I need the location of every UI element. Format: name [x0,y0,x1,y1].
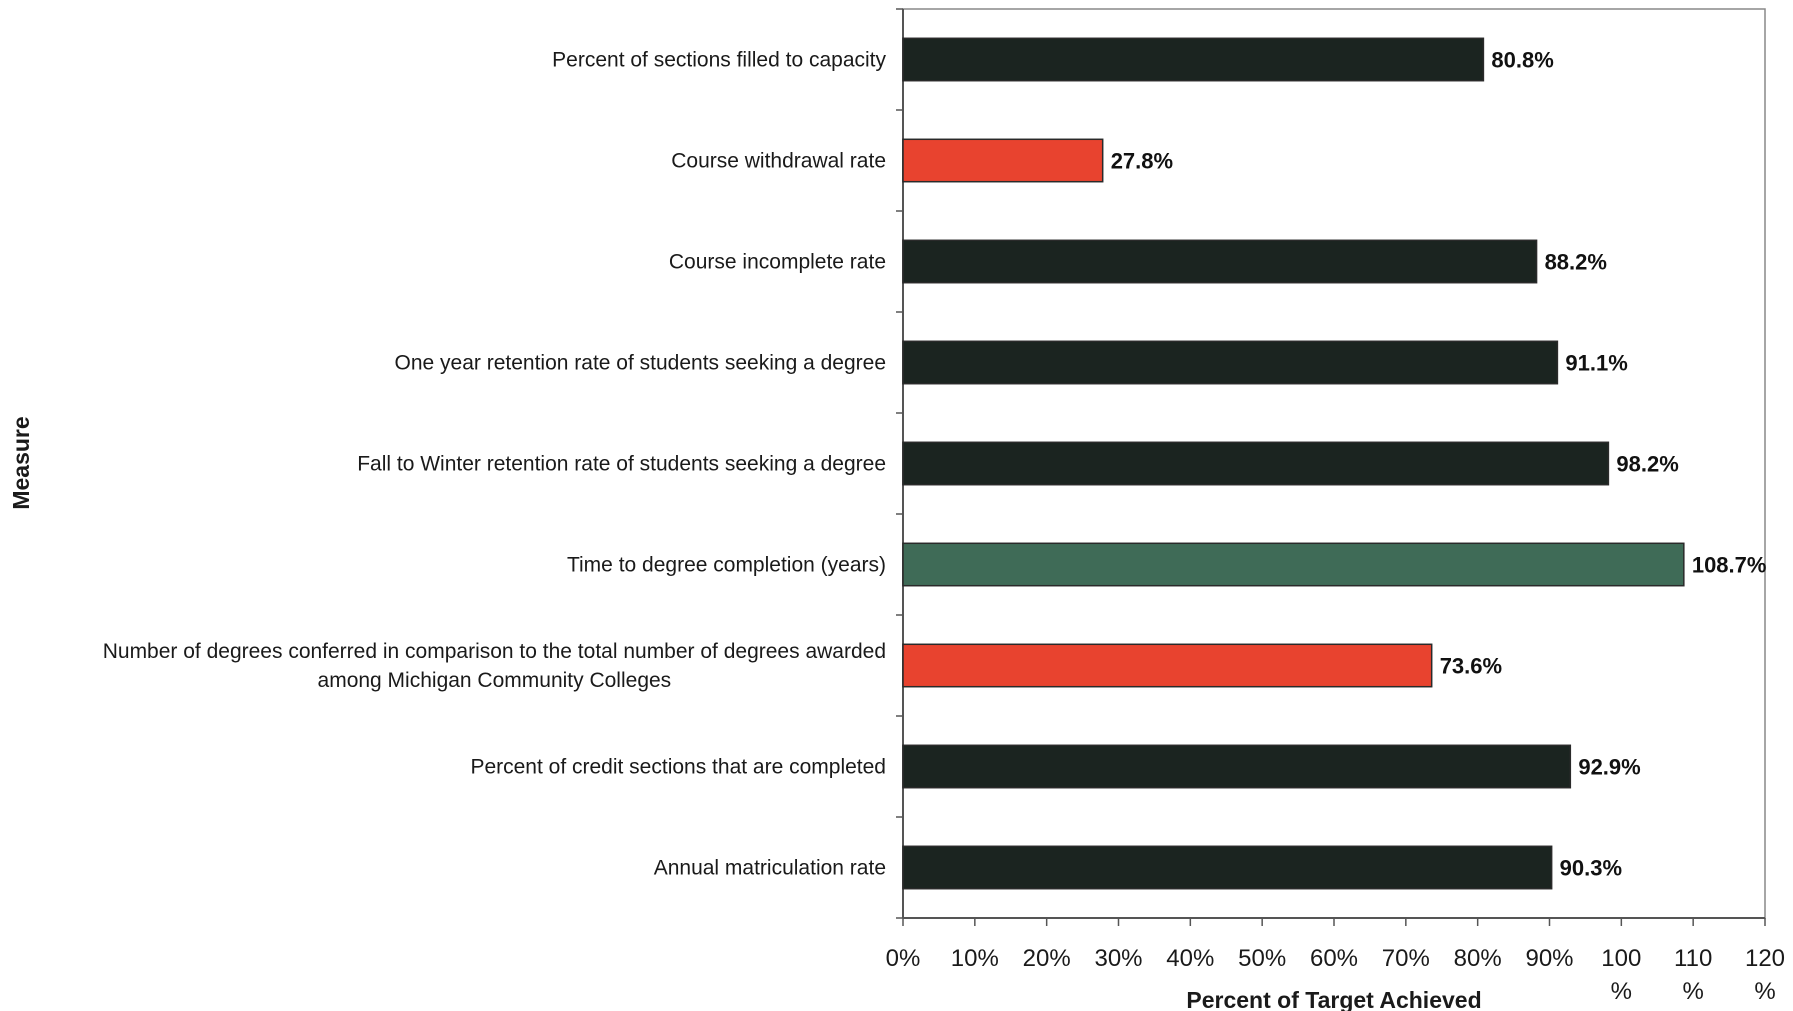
x-axis-title: Percent of Target Achieved [1186,987,1481,1011]
x-tick-label: 70% [1382,945,1430,972]
x-tick-label: 20% [1023,945,1071,972]
bar [902,643,1433,688]
bar [902,441,1610,486]
category-label: Time to degree completion (years) [567,554,886,577]
bar [902,744,1572,789]
x-tick-labels: 0% 10% 20% 30% 40% 50% 60% 70% 80% 90% 100 % 110 % 120… [886,945,1785,1005]
category-label: Fall to Winter retention rate of student… [357,453,886,476]
x-tick-label: 40% [1166,945,1214,972]
x-tick-label: 80% [1454,945,1502,972]
bar [902,138,1104,183]
x-tick-label: 90% [1525,945,1573,972]
x-tick-label: 120% [1745,945,1785,1005]
y-axis-title: Measure [8,416,34,509]
value-labels: 80.8% 27.8% 88.2% 91.1% 98.2% 108.7% 73.6% 92.9… [1111,48,1767,881]
bar [902,340,1559,385]
category-label: Percent of credit sections that are comp… [470,756,886,779]
x-tick-label: 30% [1094,945,1142,972]
category-label: Percent of sections filled to capacity [552,49,886,72]
x-tick-label: 60% [1310,945,1358,972]
bar-series [902,37,1685,890]
data-label: 88.2% [1545,250,1607,275]
x-tick-label: 50% [1238,945,1286,972]
x-axis-ticks [902,918,1766,926]
data-label: 27.8% [1111,149,1173,174]
data-label: 108.7% [1692,553,1767,578]
x-tick-label: 100% [1601,945,1641,1005]
data-label: 91.1% [1565,351,1627,376]
bar [902,542,1685,587]
x-tick-label: 110% [1674,945,1712,1005]
x-tick-label: 0% [886,945,921,972]
bar [902,239,1538,284]
category-label: One year retention rate of students seek… [395,352,886,375]
x-tick-label: 10% [951,945,999,972]
data-label: 80.8% [1491,48,1553,73]
bar [902,37,1485,82]
data-label: 90.3% [1560,856,1622,881]
category-label: Course incomplete rate [669,251,886,274]
y-axis-ticks [896,8,903,919]
category-label: Course withdrawal rate [671,150,886,173]
category-labels: Percent of sections filled to capacity Co… [103,49,887,880]
category-label: Annual matriculation rate [654,857,886,880]
data-label: 73.6% [1440,654,1502,679]
data-label: 92.9% [1578,755,1640,780]
data-label: 98.2% [1616,452,1678,477]
bar [902,845,1553,890]
category-label: Number of degrees conferred in compariso… [103,640,886,692]
